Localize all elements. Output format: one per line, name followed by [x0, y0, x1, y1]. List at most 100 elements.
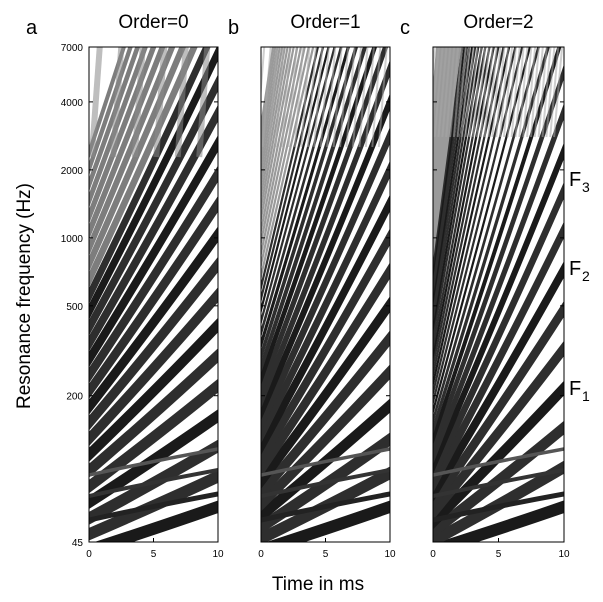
stripe-band: [433, 47, 464, 272]
stripe-band: [89, 47, 176, 257]
high-ridge: [518, 47, 529, 138]
high-ridge: [287, 47, 298, 148]
high-ridge: [537, 47, 548, 138]
stripe-band: [433, 47, 484, 335]
y-axis: 7000 4000 2000 1000 500 200 45: [61, 43, 84, 549]
high-ridge: [491, 47, 502, 138]
high-ridge: [549, 47, 560, 138]
panel-letter: b: [228, 17, 239, 39]
stripe-band: [261, 228, 390, 467]
panel-title: Order=2: [463, 12, 533, 33]
stripe-band: [261, 47, 368, 374]
stripe-band: [261, 47, 378, 386]
panels: Order=0 a 0 5 10 Order=1 b 0 5 10 Order=2 c 0 5 10: [26, 12, 570, 560]
low-band: [261, 447, 390, 477]
stripe-band: [433, 47, 491, 353]
high-ridge: [487, 47, 498, 138]
high-ridge: [499, 47, 510, 138]
stripe-band: [261, 47, 303, 248]
x-tick-label: 0: [430, 549, 436, 560]
stripe-band: [261, 160, 390, 444]
high-ridge: [476, 47, 487, 138]
stripe-band: [89, 287, 218, 447]
high-ridge: [131, 47, 146, 158]
high-ridge: [351, 47, 362, 148]
formant-letter: F: [569, 378, 581, 400]
stripe-band: [433, 47, 495, 362]
y-axis-title: Resonance frequency (Hz): [14, 183, 35, 409]
high-ridge: [110, 47, 125, 158]
stripe-band: [261, 47, 325, 304]
high-ridge: [293, 47, 304, 148]
high-ridge: [306, 47, 317, 148]
stripe-band: [261, 47, 287, 191]
high-ridge: [326, 47, 337, 148]
high-ridge: [452, 47, 463, 138]
stripe-band: [261, 296, 390, 490]
y-tick-label: 4000: [61, 98, 84, 109]
high-ridge: [529, 47, 540, 138]
y-tick-label: 2000: [61, 166, 84, 177]
stripe-band: [433, 47, 480, 326]
y-tick-label: 1000: [61, 234, 84, 245]
stripe-band: [261, 47, 315, 281]
high-ridge: [371, 47, 382, 148]
x-tick-label: 10: [212, 549, 224, 560]
stripe-band: [433, 47, 462, 263]
stripe-band: [89, 135, 218, 368]
stripe-band: [433, 380, 564, 530]
stripe-band: [433, 47, 517, 398]
high-ridge: [261, 47, 266, 100]
x-tick-label: 5: [151, 549, 157, 560]
formant-labels: F 3 F 2 F 1: [569, 169, 590, 404]
high-ridge: [464, 47, 475, 138]
low-band: [433, 491, 564, 523]
formant-letter: F: [569, 258, 581, 280]
panel-title: Order=0: [118, 12, 188, 33]
panel-a: Order=0 a 0 5 10: [26, 12, 224, 560]
stripe-band: [433, 103, 564, 465]
high-ridge: [533, 47, 544, 138]
stripe-band: [433, 47, 550, 436]
y-tick-label: 7000: [61, 43, 84, 54]
low-band: [261, 491, 390, 523]
x-tick-label: 5: [496, 549, 502, 560]
high-ridge: [456, 47, 467, 138]
stripe-band: [89, 104, 218, 352]
formant-letter: F: [569, 169, 581, 191]
stripe-band: [89, 195, 218, 399]
high-ridge: [479, 47, 490, 138]
stripe-band: [438, 500, 564, 542]
stripe-band: [89, 47, 148, 208]
stripe-band: [433, 47, 500, 371]
stripe-band: [433, 47, 540, 426]
high-ridge: [502, 47, 513, 138]
stripe-band: [89, 47, 133, 176]
stripe-band: [433, 47, 474, 308]
high-ridge: [339, 47, 350, 148]
high-ridge: [174, 47, 189, 158]
stripe-band: [433, 47, 505, 380]
stripe-band: [89, 47, 166, 241]
stripe-band: [433, 47, 477, 317]
high-ridge: [364, 47, 375, 148]
high-ridge: [319, 47, 330, 148]
stripe-band: [89, 47, 127, 160]
low-band: [261, 468, 390, 498]
stripe-band: [261, 47, 336, 326]
high-ridge: [281, 47, 292, 148]
high-ridge: [358, 47, 369, 148]
x-tick-label: 10: [384, 549, 396, 560]
high-ridge: [196, 47, 211, 158]
y-tick-label: 45: [72, 538, 84, 549]
stripe-band: [433, 47, 487, 344]
stripe-band: [89, 378, 218, 494]
high-ridge: [433, 47, 440, 124]
stripe-band: [433, 420, 564, 539]
high-ridge: [514, 47, 525, 138]
stripe-band: [433, 47, 460, 254]
